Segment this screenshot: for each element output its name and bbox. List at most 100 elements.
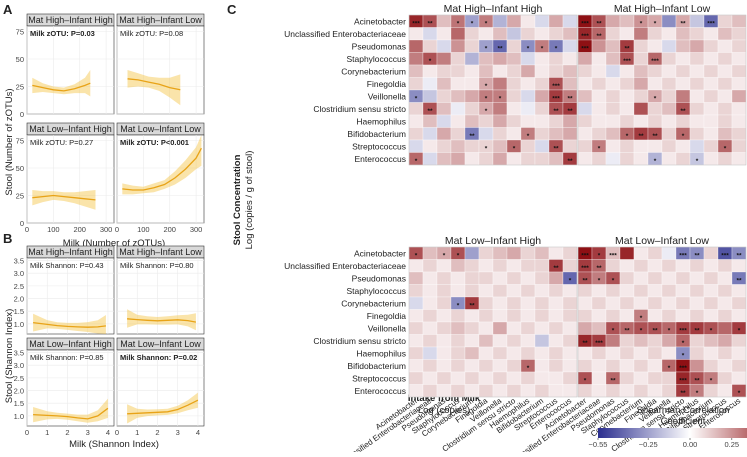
heatmap-cell [562, 309, 578, 323]
heatmap-cell [450, 52, 466, 66]
heatmap-cell [619, 259, 635, 273]
heatmap-cell [731, 346, 747, 360]
heatmap-cell [717, 384, 733, 398]
heatmap-cell [633, 346, 649, 360]
heatmap-cell [605, 284, 621, 298]
heatmap-cell [464, 246, 480, 260]
panel-b-facet: Mat Low–Infant High Milk Shannon: P=0.85 0… [14, 337, 115, 437]
significance-marker: * [584, 377, 587, 384]
heatmap-cell [478, 127, 494, 141]
heatmap-cell [492, 321, 508, 335]
heatmap-cell [520, 309, 536, 323]
panel-a-facet: Mat Low–Infant Low Milk zOTU: P<0.001 0 100… [115, 122, 205, 234]
heatmap-cell [506, 152, 522, 166]
heatmap-cell [478, 371, 494, 385]
heatmap-cell [577, 296, 593, 310]
panel-a-x-tick-label: 100 [47, 225, 60, 234]
significance-marker: ** [427, 20, 433, 27]
significance-marker: * [598, 145, 601, 152]
heatmap-cell [422, 89, 438, 103]
heatmap-cell [548, 359, 564, 373]
heatmap-cell [605, 102, 621, 116]
heatmap-cell [591, 152, 607, 166]
heatmap-cell [534, 346, 550, 360]
heatmap-cell [492, 114, 508, 128]
heatmap-cell [717, 27, 733, 41]
panel-b-x-tick-label: 2 [155, 428, 159, 437]
significance-marker: * [724, 145, 727, 152]
heatmap-cell [689, 52, 705, 66]
heatmap-cell [661, 52, 677, 66]
heatmap-cell [548, 346, 564, 360]
heatmap-cell [534, 152, 550, 166]
heatmap-cell [408, 77, 424, 91]
heatmap-cell [534, 114, 550, 128]
heatmap-cell [577, 102, 593, 116]
heatmap-cell [548, 384, 564, 398]
panel-b-y-tick-label: 2.0 [14, 295, 24, 304]
heatmap-cell [577, 346, 593, 360]
heatmap-cell [647, 284, 663, 298]
heatmap-cell [675, 52, 691, 66]
heatmap-cell [703, 284, 719, 298]
heatmap-cell [478, 334, 494, 348]
heatmap-cell [703, 77, 719, 91]
heatmap-cell [591, 77, 607, 91]
heatmap-cell [647, 296, 663, 310]
heatmap-cell [591, 102, 607, 116]
heatmap-cell [478, 309, 494, 323]
heatmap-cell [661, 246, 677, 260]
heatmap-cell [506, 114, 522, 128]
heatmap-cell [436, 77, 452, 91]
heatmap-cell [520, 64, 536, 78]
heatmap-cell [605, 64, 621, 78]
heatmap-cell [450, 102, 466, 116]
heatmap-cell [717, 284, 733, 298]
heatmap-cell [506, 77, 522, 91]
heatmap-cell [619, 246, 635, 260]
heatmap-cell [436, 259, 452, 273]
heatmap-cell [478, 296, 494, 310]
heatmap-cell [562, 27, 578, 41]
significance-marker: * [415, 158, 418, 165]
panel-b-x-tick-label: 3 [86, 428, 90, 437]
heatmap-cell [450, 384, 466, 398]
heatmap-cell [689, 89, 705, 103]
heatmap-cell [492, 64, 508, 78]
panel-a-facet-title: Mat Low–Infant Low [120, 124, 201, 134]
significance-marker: ** [596, 33, 602, 40]
heatmap-cell [534, 64, 550, 78]
heatmap-cell [731, 371, 747, 385]
heatmap-cell [661, 27, 677, 41]
heatmap-cell [408, 102, 424, 116]
heatmap-row-label: Haemophilus [356, 348, 406, 358]
heatmap-cell [703, 114, 719, 128]
panel-b-x-tick-label: 4 [106, 428, 110, 437]
significance-marker: * [640, 315, 643, 322]
heatmap-cell [408, 39, 424, 53]
heatmap-cell [703, 296, 719, 310]
heatmap-cell [703, 139, 719, 153]
heatmap-cell [689, 114, 705, 128]
heatmap-cell [562, 359, 578, 373]
significance-marker: ** [694, 377, 700, 384]
panel-a-x-tick-label: 300 [100, 225, 113, 234]
heatmap-cell [464, 321, 480, 335]
panel-b-facet-annotation: Milk Shannon: P=0.85 [30, 353, 104, 362]
heatmap-cell [633, 114, 649, 128]
heatmap-cell [520, 77, 536, 91]
heatmap-cell [422, 384, 438, 398]
panel-b-y-tick-label: 2.0 [14, 387, 24, 396]
panel-a-y-tick-label: 0 [20, 219, 24, 228]
heatmap-cell [605, 152, 621, 166]
heatmap-cell [534, 384, 550, 398]
significance-marker: * [443, 252, 446, 259]
heatmap-cell [562, 139, 578, 153]
heatmap-cell [605, 334, 621, 348]
heatmap-cell [689, 271, 705, 285]
heatmap-facet-title: Mat Low–Infant High [445, 235, 541, 247]
heatmap-cell [591, 114, 607, 128]
heatmap-cell [506, 384, 522, 398]
significance-marker: * [569, 277, 572, 284]
heatmap-cell [534, 334, 550, 348]
